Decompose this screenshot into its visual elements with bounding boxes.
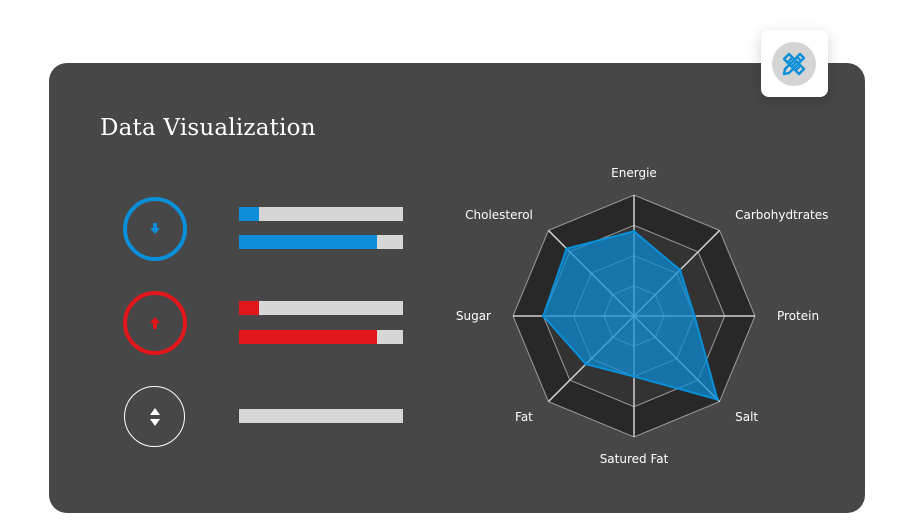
radar-axis-label: Sugar xyxy=(456,309,491,323)
increase-indicator xyxy=(123,291,187,355)
increase-bar-1-fill xyxy=(239,301,259,315)
radar-axis-label: Satured Fat xyxy=(600,452,669,466)
decrease-indicator xyxy=(123,197,187,261)
decrease-bar-2-fill xyxy=(239,235,377,249)
radar-data-point xyxy=(715,397,719,401)
increase-bar-1 xyxy=(239,301,403,315)
increase-bar-2-fill xyxy=(239,330,377,344)
arrow-down-icon xyxy=(150,223,160,234)
dashboard-card: Data Visualization Energie Carbohydtra xyxy=(49,63,865,513)
page-title: Data Visualization xyxy=(100,115,316,141)
radar-axis-label: Cholesterol xyxy=(465,208,533,222)
radar-data-point xyxy=(565,247,569,251)
neutral-bar xyxy=(239,409,403,423)
arrows-up-down-icon xyxy=(149,407,160,426)
neutral-indicator xyxy=(124,386,185,447)
radar-axis-label: Energie xyxy=(611,166,657,180)
radar-data-point xyxy=(632,375,636,378)
decrease-bar-1 xyxy=(239,207,403,221)
badge-circle xyxy=(772,42,816,86)
decrease-bar-2 xyxy=(239,235,403,249)
increase-bar-2 xyxy=(239,330,403,344)
radar-axis-label: Salt xyxy=(735,410,758,424)
decrease-bar-1-fill xyxy=(239,207,259,221)
radar-data-point xyxy=(541,314,545,318)
pencil-ruler-icon xyxy=(782,52,806,76)
radar-chart: Energie Carbohydtrates Protein Salt Satured … xyxy=(456,166,829,466)
radar-data-point xyxy=(632,229,636,233)
radar-axis-label: Fat xyxy=(515,410,533,424)
tools-badge[interactable] xyxy=(761,30,828,97)
radar-data-point xyxy=(678,268,682,272)
radar-data-point xyxy=(584,362,588,366)
radar-data-point xyxy=(693,314,696,318)
arrow-up-icon xyxy=(150,317,160,329)
radar-axis-label: Carbohydtrates xyxy=(735,208,828,222)
radar-axis-label: Protein xyxy=(777,309,819,323)
